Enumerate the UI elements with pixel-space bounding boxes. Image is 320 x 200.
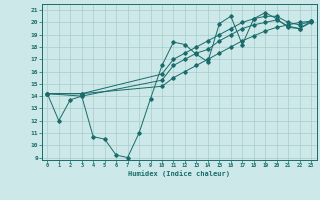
X-axis label: Humidex (Indice chaleur): Humidex (Indice chaleur) xyxy=(128,170,230,177)
